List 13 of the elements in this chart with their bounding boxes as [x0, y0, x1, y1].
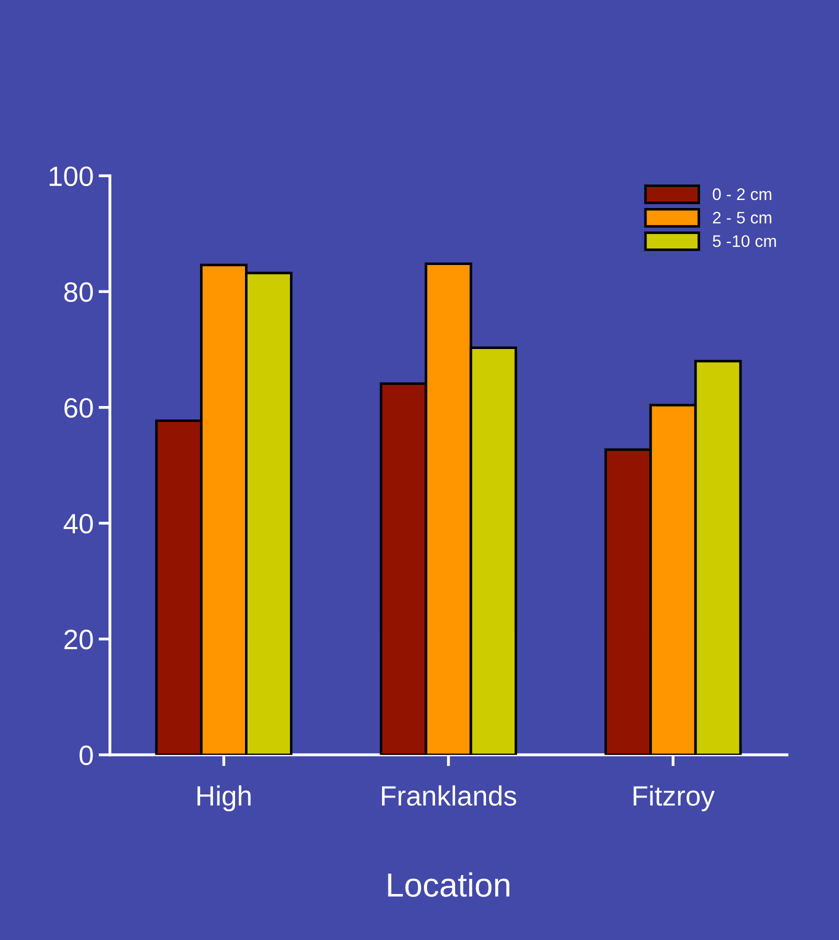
- y-tick-label: 20: [64, 630, 93, 650]
- y-tick-label: 0: [80, 745, 93, 766]
- y-tick-label: 60: [64, 398, 93, 418]
- legend-label: 0 - 2 cm: [712, 188, 772, 200]
- y-tick-label: 40: [64, 514, 93, 534]
- x-tick-label: High: [198, 785, 251, 812]
- x-tick-label: Fitzroy: [634, 785, 715, 812]
- legend-label: 2 - 5 cm: [712, 212, 772, 224]
- x-tick-label: Franklands: [382, 785, 516, 806]
- y-tick-label: 80: [64, 282, 93, 302]
- y-tick-label: 100: [50, 166, 93, 186]
- legend-label: 5 -10 cm: [712, 235, 776, 248]
- x-axis-title: Location: [388, 872, 510, 897]
